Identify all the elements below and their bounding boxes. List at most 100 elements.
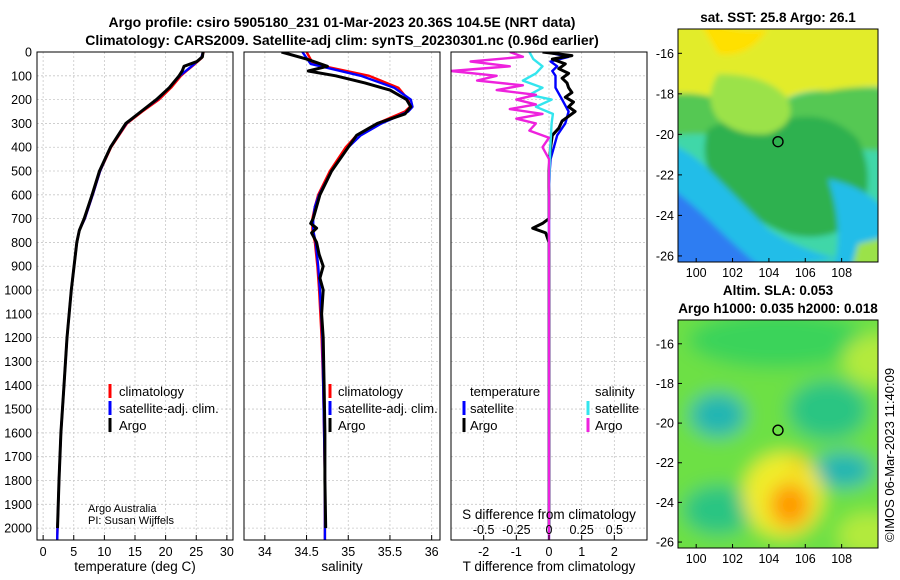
credit-pi: PI: Susan Wijffels [88, 515, 174, 527]
temperature-legend: climatology satellite-adj. clim. Argo [108, 384, 219, 433]
legend-satellite-adj-label: satellite-adj. clim. [119, 401, 219, 416]
sla-teal-west [690, 393, 746, 437]
x-tick-label: 20 [159, 545, 173, 559]
y-tick-label: 1900 [4, 498, 32, 512]
y-tick-label: 1100 [5, 307, 32, 321]
difference-panel: -2 -1 0 1 2 -0.5 -0.25 0 0.25 0.5 S difference f… [450, 51, 648, 574]
credit-argo-australia: Argo Australia [88, 503, 157, 515]
figure-title-line1: Argo profile: csiro 5905180_231 01-Mar-2… [109, 14, 576, 30]
x-tick-label: 35 [341, 545, 355, 559]
x-tick-label: 30 [220, 545, 234, 559]
s-tick-label: 0.5 [606, 523, 623, 537]
sla-light-se [838, 513, 878, 548]
sst-yellow-patch [703, 29, 768, 55]
sla-map-title-line1: Altim. SLA: 0.053 [723, 283, 834, 298]
sla-orange-spot [790, 458, 806, 472]
y-tick-label: 400 [11, 141, 32, 155]
x-tick-label: 5 [70, 545, 77, 559]
map-y-tick-label: -20 [656, 128, 674, 142]
legend-t-argo-label: Argo [470, 418, 497, 433]
series-line-satellite-adj-clim- [56, 52, 205, 540]
map-x-tick-label: 102 [722, 266, 743, 280]
map-x-tick-label: 106 [795, 266, 816, 280]
y-tick-label: 100 [11, 69, 32, 83]
temperature-panel: 0 5 10 15 20 25 30 0 100 200 300 400 500 600 700 800 90… [4, 46, 234, 575]
x-tick-label: 15 [128, 545, 142, 559]
salinity-panel: 34 34.5 35 35.5 36 salinity climatology sate… [243, 51, 441, 574]
x-tick-label: 34.5 [294, 545, 318, 559]
sla-green-south [683, 485, 753, 535]
map-x-tick-label: 106 [795, 552, 816, 566]
series-line-salinity-argo [451, 52, 551, 540]
map-y-tick-label: -18 [656, 377, 674, 391]
legend-title-salinity: salinity [595, 384, 635, 399]
x-tick-label: 36 [425, 545, 439, 559]
imos-credit: ©IMOS 06-Mar-2023 11:40:09 [882, 368, 897, 542]
sst-map: sat. SST: 25.8 Argo: 26.1 100 102 104 106 10… [656, 10, 879, 280]
s-difference-label: S difference from climatology [462, 507, 636, 522]
map-y-tick-label: -16 [656, 47, 674, 61]
y-tick-label: 200 [11, 93, 32, 107]
y-tick-label: 0 [25, 46, 32, 60]
y-tick-label: 500 [11, 165, 32, 179]
legend-argo-label: Argo [338, 418, 365, 433]
sst-cool-east [828, 179, 878, 262]
y-tick-label: 900 [11, 260, 32, 274]
y-tick-label: 800 [11, 236, 32, 250]
salinity-legend: climatology satellite-adj. clim. Argo [328, 384, 438, 433]
series-line-argo [281, 52, 413, 529]
sla-teal-east [813, 452, 873, 488]
map-x-tick-label: 100 [686, 552, 707, 566]
sst-warm-southeast [853, 239, 878, 262]
salinity-x-label: salinity [321, 559, 363, 574]
map-y-tick-label: -24 [656, 209, 674, 223]
y-tick-label: 2000 [4, 522, 32, 536]
map-y-tick-label: -18 [656, 87, 674, 101]
y-tick-label: 700 [11, 212, 32, 226]
y-tick-label: 600 [11, 188, 32, 202]
sla-map: Altim. SLA: 0.053 Argo h1000: 0.035 h200… [656, 283, 879, 566]
sla-map-title-line2: Argo h1000: 0.035 h2000: 0.018 [678, 301, 878, 316]
legend-satellite-adj-label: satellite-adj. clim. [338, 401, 438, 416]
sst-coolest [678, 193, 755, 262]
map-x-tick-label: 108 [831, 552, 852, 566]
map-y-tick-label: -26 [656, 536, 674, 550]
x-tick-label: 10 [97, 545, 111, 559]
x-tick-label: 1 [578, 545, 585, 559]
y-tick-label: 1200 [4, 331, 32, 345]
legend-s-satellite-label: satellite [595, 401, 639, 416]
x-tick-label: 25 [189, 545, 203, 559]
legend-argo-label: Argo [119, 418, 146, 433]
s-tick-label: -0.25 [502, 523, 531, 537]
series-line-argo [56, 52, 205, 529]
map-y-tick-label: -26 [656, 249, 674, 263]
map-y-tick-label: -24 [656, 496, 674, 510]
map-x-tick-label: 102 [722, 552, 743, 566]
x-tick-label: 0 [546, 545, 553, 559]
map-y-tick-label: -16 [656, 337, 674, 351]
s-tick-label: -0.5 [473, 523, 495, 537]
x-tick-label: 34 [258, 545, 272, 559]
map-x-tick-label: 104 [758, 266, 779, 280]
sla-green-east [788, 380, 868, 440]
y-tick-label: 1800 [4, 474, 32, 488]
sla-green-north [688, 320, 868, 368]
y-tick-label: 1300 [4, 355, 32, 369]
x-tick-label: -1 [511, 545, 522, 559]
argo-float-marker [772, 135, 784, 148]
temperature-x-label: temperature (deg C) [74, 559, 196, 574]
map-y-tick-label: -22 [656, 168, 674, 182]
x-tick-label: -2 [478, 545, 489, 559]
legend-s-argo-label: Argo [595, 418, 622, 433]
x-tick-label: 35.5 [378, 545, 402, 559]
map-x-tick-label: 100 [686, 266, 707, 280]
sst-map-title: sat. SST: 25.8 Argo: 26.1 [700, 10, 856, 25]
map-x-tick-label: 108 [831, 266, 852, 280]
x-tick-label: 2 [611, 545, 618, 559]
y-tick-label: 1500 [4, 403, 32, 417]
legend-climatology-label: climatology [119, 384, 185, 399]
y-tick-label: 1000 [4, 284, 32, 298]
s-tick-label: 0 [546, 523, 553, 537]
series-line-climatology [56, 52, 205, 540]
